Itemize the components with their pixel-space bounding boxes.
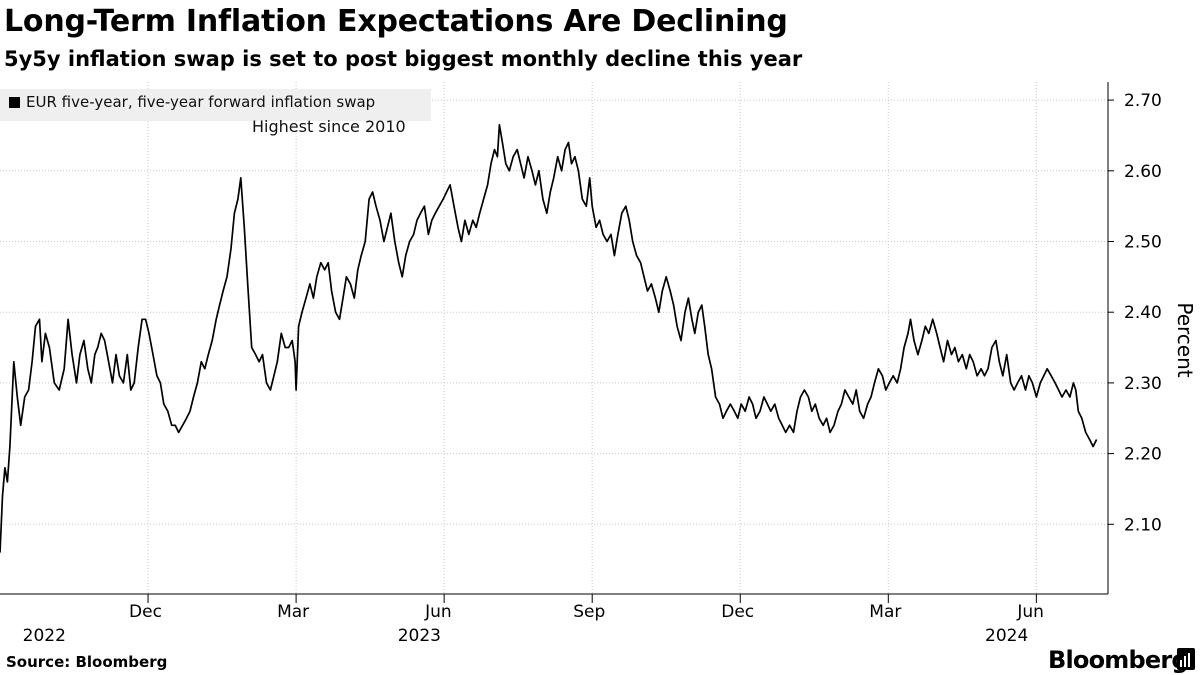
series-layer xyxy=(0,123,1098,553)
chart-subtitle: 5y5y inflation swap is set to post bigge… xyxy=(4,47,803,71)
y-axis-title: Percent xyxy=(1173,302,1197,377)
bloomberg-terminal-icon xyxy=(1177,648,1195,670)
x-tick-label: Mar xyxy=(277,602,309,622)
legend-swatch xyxy=(9,97,20,108)
x-tick-label: Jun xyxy=(1016,602,1044,622)
x-tick-label: Sep xyxy=(573,602,605,622)
legend xyxy=(0,89,431,121)
y-tick-label: 2.20 xyxy=(1124,445,1162,465)
x-tick-label: Jun xyxy=(424,602,452,622)
year-label: 2022 xyxy=(23,626,66,646)
y-tick-label: 2.60 xyxy=(1124,162,1162,182)
chart-title: Long-Term Inflation Expectations Are Dec… xyxy=(4,4,788,39)
x-tick-label: Mar xyxy=(869,602,901,622)
legend-label: EUR five-year, five-year forward inflati… xyxy=(26,93,376,111)
source-note: Source: Bloomberg xyxy=(6,653,168,671)
year-label: 2023 xyxy=(398,626,441,646)
year-label: 2024 xyxy=(985,626,1028,646)
x-tick-label: Dec xyxy=(129,602,162,622)
grid-layer xyxy=(0,82,1108,594)
axis-layer: 2.10 2.20 2.30 2.40 2.50 2.60 2.70 Dec Mar Jun Sep… xyxy=(0,82,1197,646)
y-tick-label: 2.10 xyxy=(1124,515,1162,535)
series-line xyxy=(0,123,1098,553)
y-tick-label: 2.50 xyxy=(1124,233,1162,253)
y-tick-label: 2.40 xyxy=(1124,303,1162,323)
y-tick-label: 2.30 xyxy=(1124,374,1162,394)
x-tick-label: Dec xyxy=(721,602,754,622)
annotation-highest-since-2010: Highest since 2010 xyxy=(252,117,406,136)
bloomberg-logo: Bloomberg xyxy=(1048,646,1189,674)
y-tick-label: 2.70 xyxy=(1124,91,1162,111)
